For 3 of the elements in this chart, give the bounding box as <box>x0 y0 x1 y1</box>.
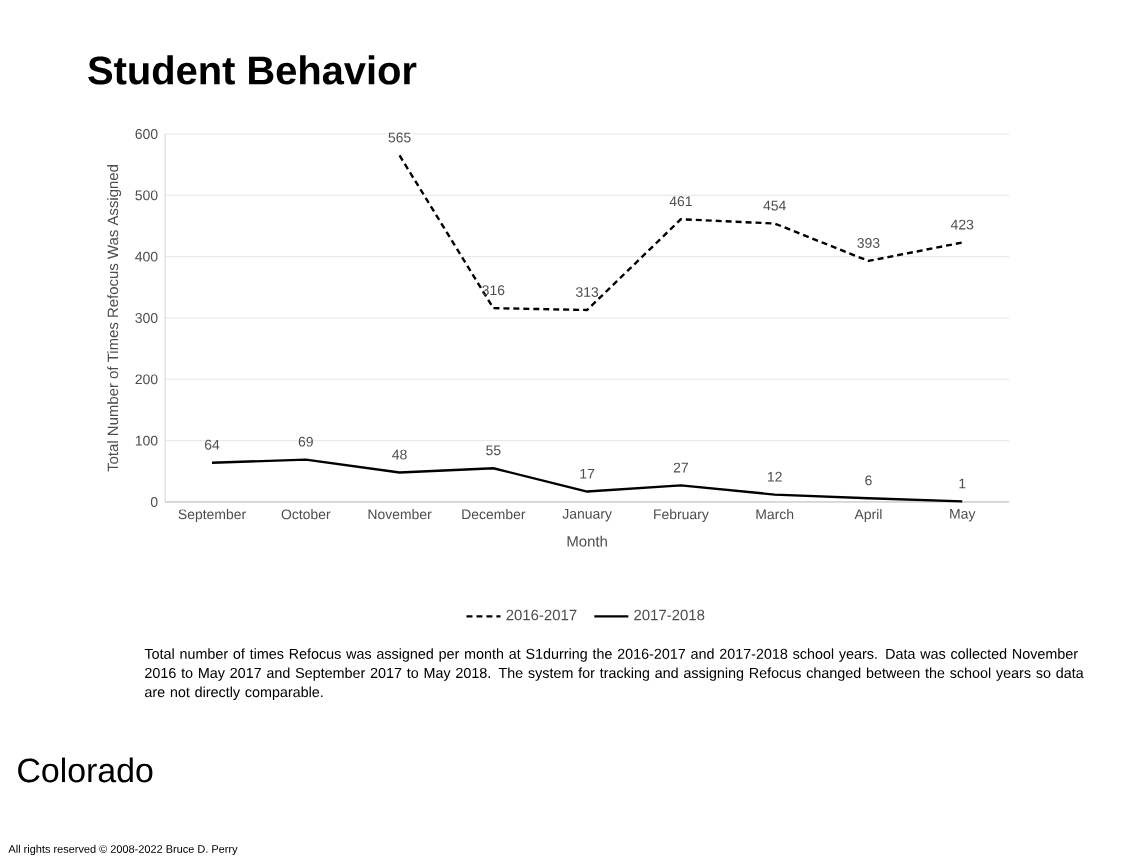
text: Colorado <box>18 757 153 783</box>
line-series <box>210 458 964 503</box>
chart-title: Student Behavior <box>88 55 417 85</box>
